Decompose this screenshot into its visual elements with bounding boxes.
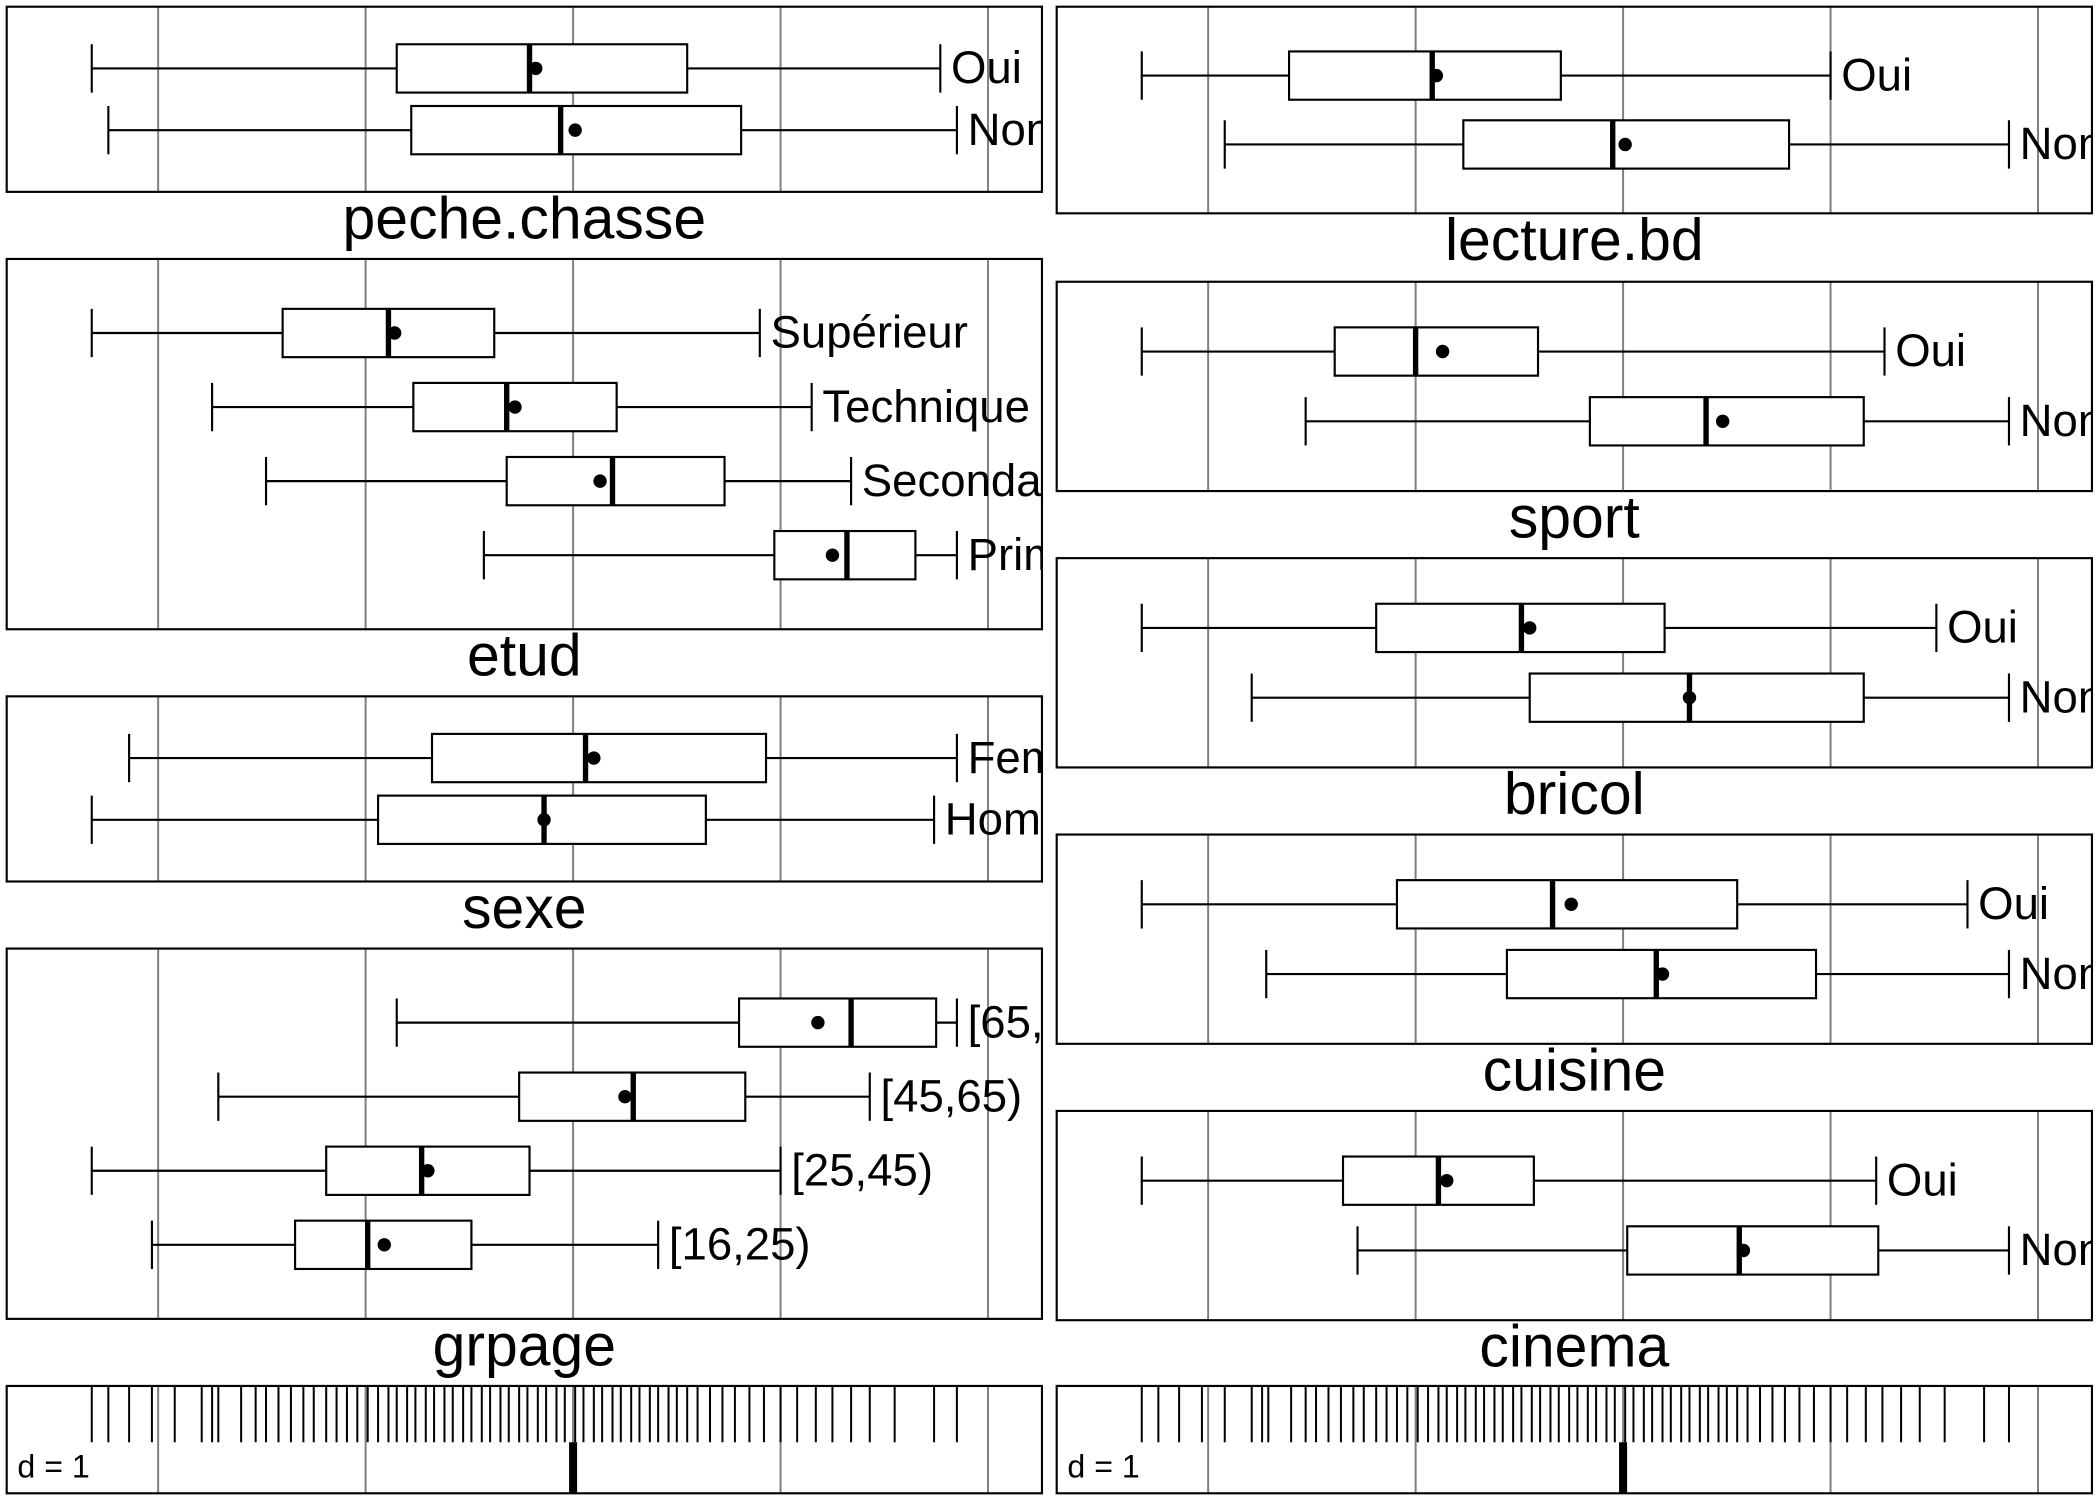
panel: Oui Non (1140, 834, 2100, 1044)
panel: Oui Non (1140, 281, 2100, 492)
panel-title: cuisine (1483, 1038, 1666, 1103)
category-label: Non (968, 104, 1052, 155)
panel: d = 1 (17, 1385, 990, 1494)
mean (1523, 621, 1537, 635)
category-label: Homme (945, 793, 1104, 844)
mean (1440, 1173, 1454, 1188)
category-label: Oui (1947, 602, 2018, 653)
box (505, 455, 726, 507)
mean (1655, 967, 1670, 981)
category-label: Oui (951, 42, 1022, 93)
panel-border (5, 947, 1044, 1320)
grid-label: d = 1 (1067, 1449, 1139, 1485)
category-label: Non (2020, 948, 2100, 999)
mean (387, 326, 402, 340)
mean (1682, 690, 1697, 705)
mean (811, 1015, 825, 1030)
category-label: Primaire (968, 529, 1137, 580)
panel-border (1055, 833, 2094, 1045)
panel-title: sexe (462, 876, 586, 941)
panel-border (5, 1384, 1044, 1495)
mean (1715, 414, 1730, 428)
mean (568, 123, 582, 137)
category-label: [25,45) (791, 1144, 933, 1195)
box (1287, 50, 1562, 101)
panel: Femme Homme (90, 696, 1122, 882)
panel-border (1055, 557, 2094, 769)
mean (618, 1089, 632, 1104)
panel-border (1055, 280, 2094, 493)
panel-title: lecture.bd (1445, 208, 1704, 273)
mean (587, 751, 601, 765)
box (1626, 1225, 1880, 1276)
panel: Supérieur Technique Secondaire Primaire (90, 258, 1137, 630)
panel-border (1055, 1384, 2094, 1495)
mean (1618, 137, 1632, 152)
panel: Oui Non (1140, 1110, 2100, 1321)
box (737, 997, 938, 1048)
panel: Oui Non (1140, 6, 2100, 214)
panel-title: peche.chasse (343, 186, 707, 251)
mean (377, 1238, 391, 1252)
mean (1435, 344, 1450, 359)
panel-title: bricol (1504, 762, 1645, 827)
panel-border (5, 257, 1044, 631)
category-label: Supérieur (771, 307, 968, 358)
category-label: Femme (968, 732, 1122, 783)
category-label: Non (2020, 118, 2100, 169)
category-label: Non (2020, 395, 2100, 446)
category-label: [45,65) (880, 1070, 1022, 1121)
category-label: Secondaire (862, 455, 1092, 506)
panel-border (1055, 1109, 2094, 1322)
mean (508, 400, 522, 414)
box (395, 43, 689, 94)
box (1528, 672, 1865, 723)
panel-border (5, 5, 1044, 193)
panel-title: cinema (1479, 1315, 1669, 1380)
category-label: Non (2020, 671, 2100, 722)
box (1333, 326, 1540, 377)
category-label: Oui (1978, 878, 2049, 929)
panel-border (1055, 5, 2094, 215)
panel-title: grpage (433, 1313, 616, 1378)
panel-border (5, 695, 1044, 883)
panel-title: sport (1509, 485, 1640, 550)
category-label: [65,99] (968, 996, 1107, 1047)
category-label: Oui (1895, 325, 1966, 376)
panel-title: etud (467, 624, 582, 689)
category-label: Oui (1887, 1154, 1958, 1205)
panel: Oui Non (90, 6, 1052, 192)
category-label: Oui (1841, 49, 1912, 100)
panel: d = 1 (1067, 1385, 2040, 1494)
mean (1736, 1243, 1751, 1258)
category-label: Non (2020, 1224, 2100, 1275)
mean (825, 548, 840, 562)
mean (1564, 897, 1578, 912)
mean (529, 61, 543, 76)
grid-label: d = 1 (17, 1449, 89, 1485)
panel: [65,99] [45,65) [25,45) [16,25) (90, 948, 1107, 1319)
mean (537, 813, 551, 827)
category-label: Technique (822, 381, 1030, 432)
mean (421, 1164, 435, 1178)
category-label: [16,25) (669, 1219, 811, 1270)
mean (1429, 68, 1444, 83)
mean (593, 474, 607, 488)
